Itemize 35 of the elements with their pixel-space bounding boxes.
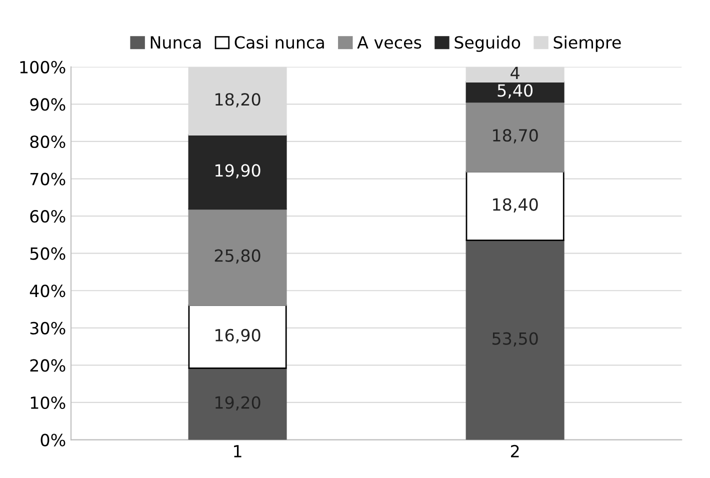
data-label: 18,40	[493, 198, 538, 213]
legend-label: Seguido	[454, 36, 520, 52]
y-tick-label: 100%	[20, 60, 66, 74]
y-tick-label: 80%	[30, 135, 66, 148]
data-label: 18,70	[493, 129, 538, 144]
legend-label: A veces	[357, 36, 422, 49]
legend-label: Nunca	[150, 36, 201, 49]
bar	[188, 367, 287, 440]
bar	[188, 134, 287, 210]
x-tick-label: 2	[510, 444, 519, 458]
bar	[466, 240, 564, 440]
y-tick-label: 90%	[30, 98, 66, 111]
data-label: 19,20	[216, 396, 260, 411]
data-label: 5,40	[498, 84, 533, 98]
y-tick-label: 50%	[30, 247, 66, 260]
bar	[188, 304, 287, 369]
y-tick-label: 20%	[30, 359, 66, 372]
bar	[466, 101, 564, 172]
y-tick-label: 40%	[30, 284, 66, 298]
data-label: 53,50	[492, 332, 538, 347]
data-label: 18,20	[216, 93, 260, 108]
data-label: 19,90	[216, 164, 260, 178]
bar	[188, 208, 287, 306]
y-tick-label: 60%	[30, 210, 66, 223]
x-tick-label: 1	[234, 445, 242, 458]
legend-label: Casi nunca	[234, 36, 324, 49]
y-tick-label: 70%	[30, 172, 66, 186]
bar	[466, 170, 564, 241]
legend-label: Siempre	[554, 36, 621, 52]
y-tick-label: 0%	[40, 434, 66, 446]
y-tick-label: 10%	[30, 396, 66, 410]
data-label: 16,90	[216, 328, 260, 344]
y-tick-label: 30%	[30, 322, 66, 334]
data-label: 4	[510, 66, 520, 79]
data-label: 25,80	[214, 249, 260, 264]
